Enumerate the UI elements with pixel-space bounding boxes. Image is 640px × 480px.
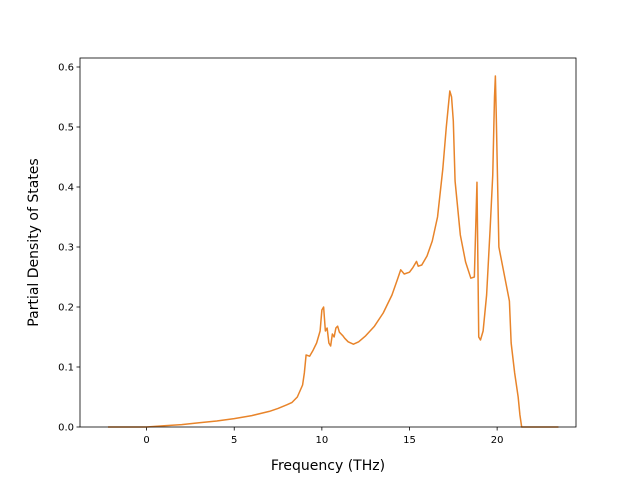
pdos-series-line xyxy=(108,75,559,428)
x-axis-label: Frequency (THz) xyxy=(271,458,385,474)
y-tick-label: 0.3 xyxy=(58,243,74,254)
y-tick-label: 0.1 xyxy=(58,363,74,374)
y-tick-label: 0.0 xyxy=(58,423,74,434)
x-axis-ticks: 0 5 10 15 20 xyxy=(143,427,503,446)
y-tick-label: 0.4 xyxy=(58,183,74,194)
x-tick-label: 20 xyxy=(491,435,504,446)
y-axis-label: Partial Density of States xyxy=(26,158,42,326)
x-tick-label: 15 xyxy=(403,435,416,446)
y-tick-label: 0.2 xyxy=(58,303,74,314)
y-tick-label: 0.5 xyxy=(58,123,74,134)
x-tick-label: 5 xyxy=(231,435,237,446)
x-tick-label: 10 xyxy=(315,435,328,446)
x-tick-label: 0 xyxy=(143,435,149,446)
plot-area-frame xyxy=(79,57,577,428)
plot-area-background xyxy=(80,58,576,427)
y-axis-ticks: 0.0 0.1 0.2 0.3 0.4 0.5 0.6 xyxy=(58,63,80,434)
y-tick-label: 0.6 xyxy=(58,63,74,74)
